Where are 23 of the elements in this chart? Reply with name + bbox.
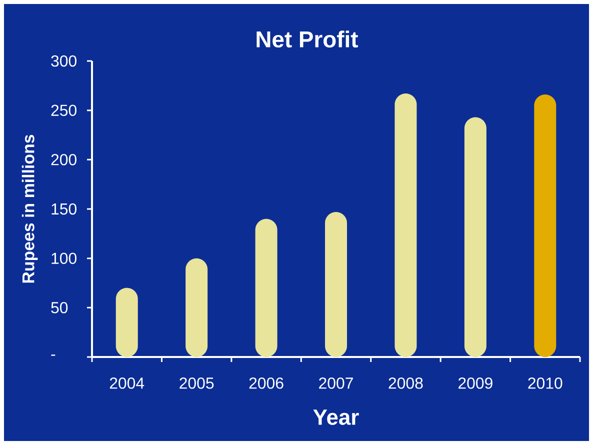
- y-tick-label: 100: [52, 252, 76, 264]
- bar: [534, 94, 556, 357]
- x-axis-title: Year: [313, 410, 359, 425]
- bar: [394, 94, 417, 357]
- x-tick-label: 2006: [249, 378, 284, 389]
- bar: [255, 218, 278, 357]
- x-tick-label: 2010: [528, 378, 562, 389]
- x-tick-label: 2007: [319, 378, 353, 389]
- bar: [325, 212, 347, 357]
- chart-title: Net Profit: [256, 30, 358, 48]
- y-tick-label: 250: [51, 104, 76, 116]
- x-tick-label: 2005: [180, 378, 214, 389]
- y-tick-label: 300: [51, 55, 76, 67]
- y-tick-label: 200: [51, 154, 76, 166]
- y-tick-label: 50: [51, 302, 68, 314]
- x-tick-label: 2004: [110, 378, 144, 389]
- y-axis-title: Rupees in millions: [22, 134, 38, 283]
- x-tick-label: 2008: [388, 378, 423, 389]
- bar: [186, 258, 208, 357]
- bar: [464, 117, 486, 357]
- y-tick-label: 150: [52, 203, 76, 215]
- y-tick-label: -: [51, 354, 56, 356]
- x-tick-label: 2009: [458, 378, 492, 389]
